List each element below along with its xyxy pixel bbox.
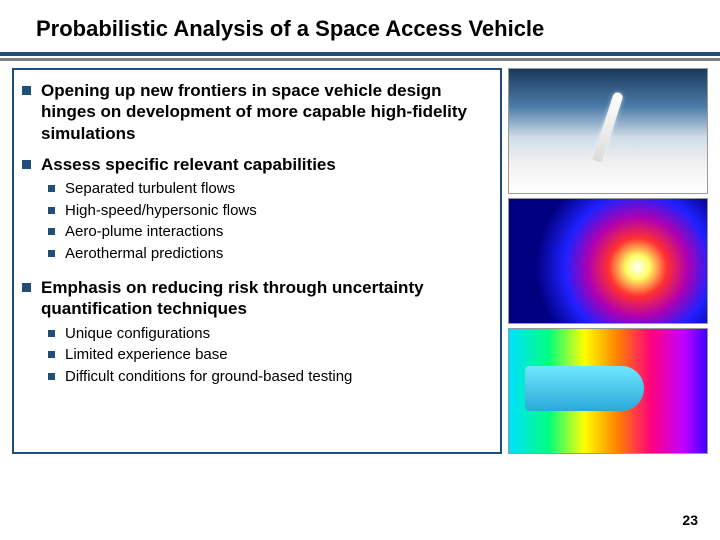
text-panel: Opening up new frontiers in space vehicl… xyxy=(12,68,502,454)
sub-bullet: Aerothermal predictions xyxy=(48,244,492,264)
slide-title: Probabilistic Analysis of a Space Access… xyxy=(0,0,720,52)
sub-text: Limited experience base xyxy=(65,345,228,365)
plume-cfd-image xyxy=(508,198,708,324)
square-bullet-icon xyxy=(22,86,31,95)
sub-bullet: High-speed/hypersonic flows xyxy=(48,201,492,221)
slide: Probabilistic Analysis of a Space Access… xyxy=(0,0,720,540)
square-bullet-icon xyxy=(48,250,55,257)
sub-list-capabilities: Separated turbulent flows High-speed/hyp… xyxy=(48,179,492,263)
sub-bullet: Limited experience base xyxy=(48,345,492,365)
bullet-point-1: Opening up new frontiers in space vehicl… xyxy=(22,80,492,144)
square-bullet-icon xyxy=(48,330,55,337)
sub-text: Unique configurations xyxy=(65,324,210,344)
sub-text: Aerothermal predictions xyxy=(65,244,223,264)
sub-text: High-speed/hypersonic flows xyxy=(65,201,257,221)
title-rule xyxy=(0,52,720,62)
square-bullet-icon xyxy=(22,283,31,292)
bullet-text: Emphasis on reducing risk through uncert… xyxy=(41,277,492,320)
square-bullet-icon xyxy=(48,351,55,358)
square-bullet-icon xyxy=(48,228,55,235)
body-area: Opening up new frontiers in space vehicl… xyxy=(0,62,720,454)
square-bullet-icon xyxy=(48,185,55,192)
sub-bullet: Separated turbulent flows xyxy=(48,179,492,199)
square-bullet-icon xyxy=(48,373,55,380)
bullet-text: Assess specific relevant capabilities xyxy=(41,154,336,175)
bullet-point-2: Assess specific relevant capabilities xyxy=(22,154,492,175)
image-column xyxy=(502,68,708,454)
sub-bullet: Unique configurations xyxy=(48,324,492,344)
page-number: 23 xyxy=(682,512,698,528)
bullet-point-3: Emphasis on reducing risk through uncert… xyxy=(22,277,492,320)
rocket-launch-image xyxy=(508,68,708,194)
square-bullet-icon xyxy=(22,160,31,169)
sub-text: Difficult conditions for ground-based te… xyxy=(65,367,352,387)
sub-text: Separated turbulent flows xyxy=(65,179,235,199)
sub-bullet: Aero-plume interactions xyxy=(48,222,492,242)
aerothermal-cfd-image xyxy=(508,328,708,454)
sub-list-risk: Unique configurations Limited experience… xyxy=(48,324,492,387)
square-bullet-icon xyxy=(48,207,55,214)
sub-bullet: Difficult conditions for ground-based te… xyxy=(48,367,492,387)
sub-text: Aero-plume interactions xyxy=(65,222,223,242)
bullet-text: Opening up new frontiers in space vehicl… xyxy=(41,80,492,144)
